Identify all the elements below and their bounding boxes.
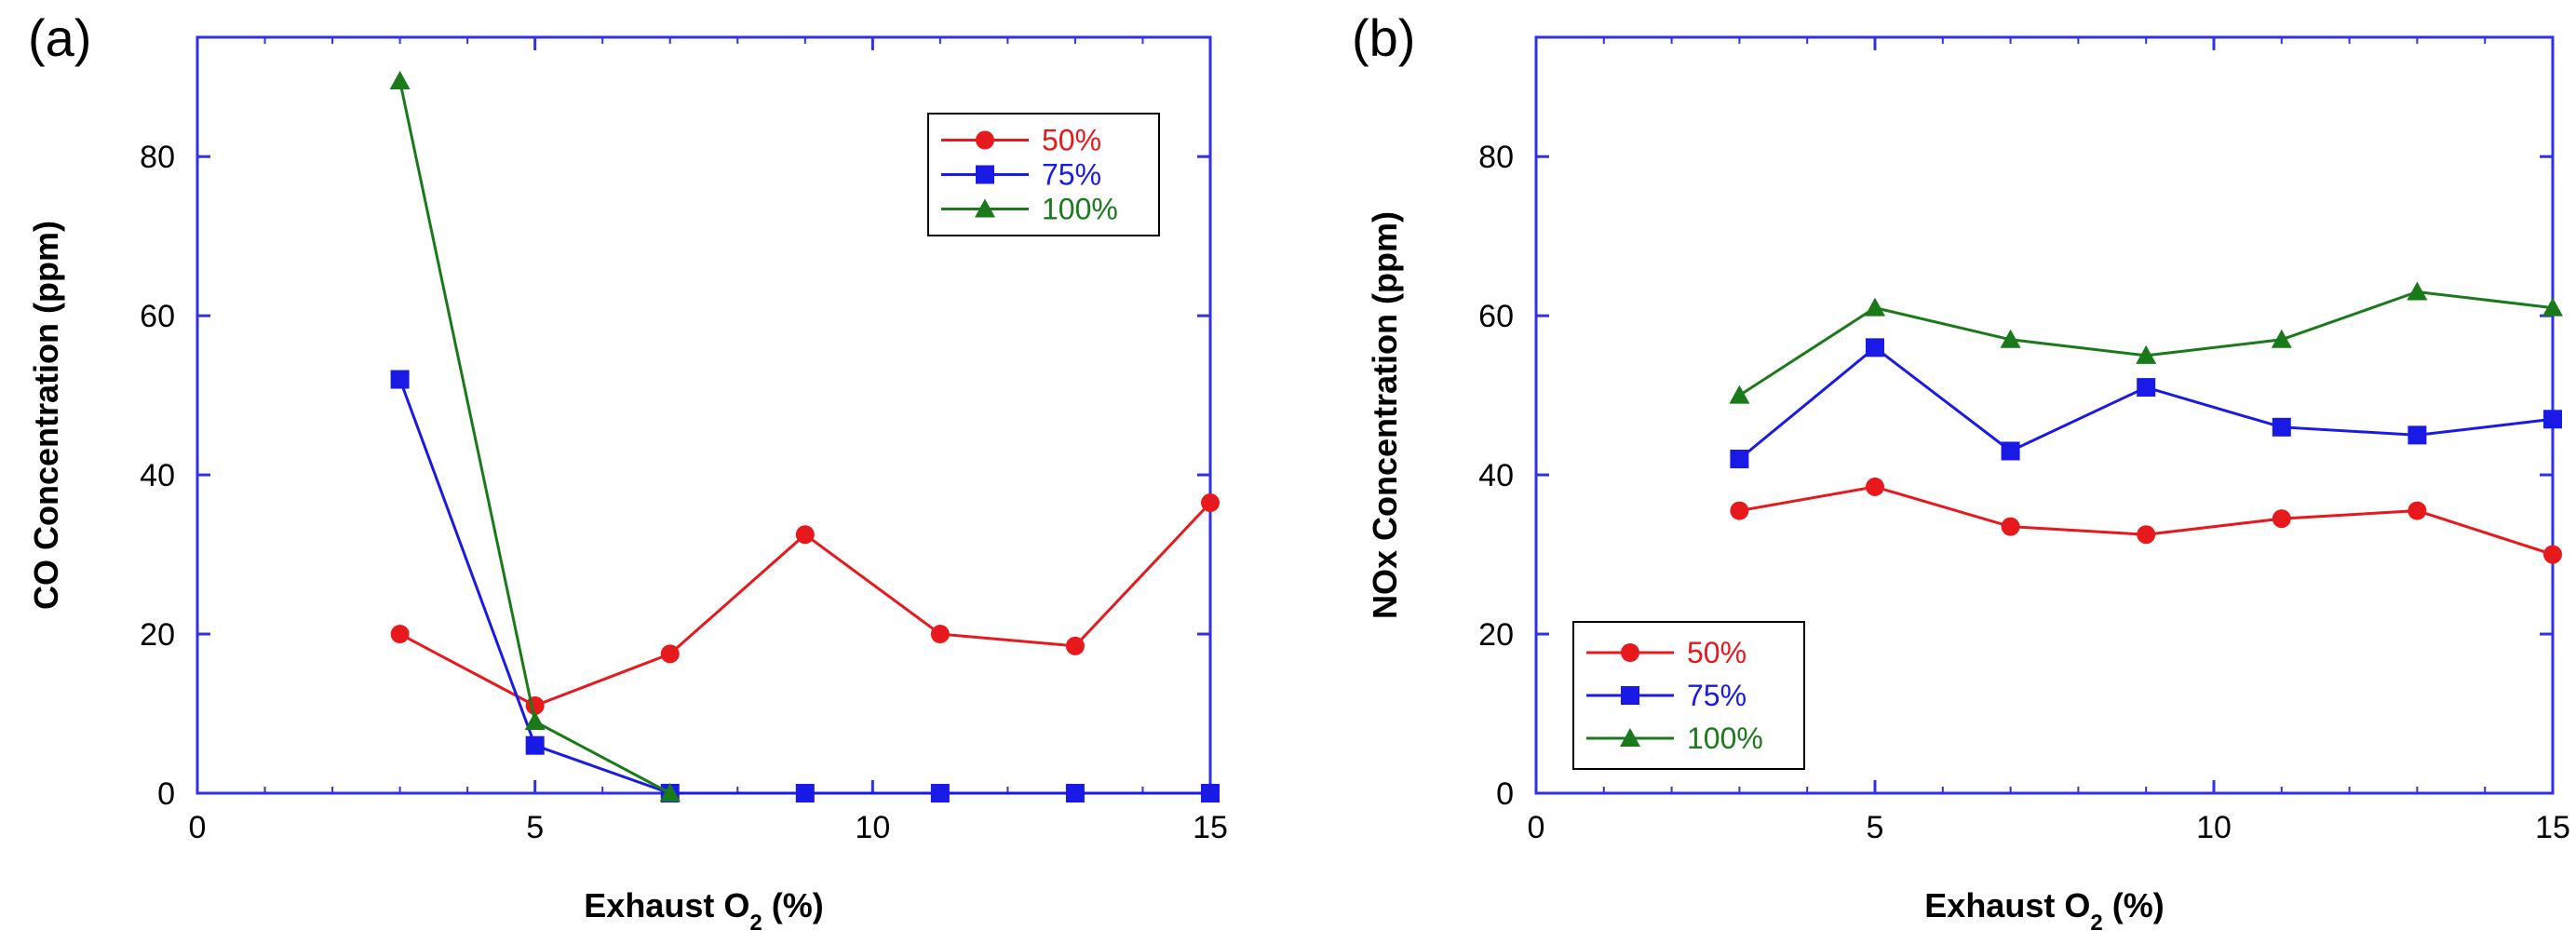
legend-label: 100% bbox=[1687, 721, 1763, 755]
data-point bbox=[390, 370, 410, 389]
legend-label: 75% bbox=[1687, 679, 1747, 712]
y-tick-label: 60 bbox=[140, 299, 175, 334]
legend-swatch-marker bbox=[976, 165, 994, 184]
y-tick-label: 0 bbox=[1496, 776, 1514, 812]
data-point bbox=[1730, 450, 1749, 469]
data-point bbox=[2137, 378, 2156, 398]
y-tick-label: 20 bbox=[140, 617, 175, 653]
data-point bbox=[389, 71, 411, 90]
legend-label: 50% bbox=[1042, 124, 1101, 157]
series-75pct bbox=[390, 370, 1220, 802]
x-tick-label: 5 bbox=[526, 810, 544, 845]
panel-label: (b) bbox=[1352, 8, 1415, 67]
data-point bbox=[2543, 545, 2562, 564]
data-point bbox=[2000, 329, 2021, 348]
series-100pct bbox=[389, 71, 681, 802]
x-tick-label: 5 bbox=[1867, 810, 1884, 845]
x-tick-label: 0 bbox=[189, 810, 207, 845]
series-50pct bbox=[1730, 477, 2562, 564]
x-tick-label: 15 bbox=[1193, 810, 1228, 845]
data-point bbox=[659, 783, 681, 802]
series-line bbox=[398, 379, 1210, 795]
legend-label: 100% bbox=[1042, 193, 1118, 226]
data-point bbox=[1865, 297, 1885, 317]
data-point bbox=[2543, 410, 2562, 429]
x-tick-label: 0 bbox=[1528, 810, 1545, 845]
legend-label: 50% bbox=[1687, 636, 1747, 669]
x-axis-title: Exhaust O2 (%) bbox=[584, 886, 823, 936]
panel-label: (a) bbox=[28, 8, 91, 67]
x-axis-title: Exhaust O2 (%) bbox=[1924, 886, 2164, 936]
data-point bbox=[2136, 344, 2157, 364]
legend-swatch-marker bbox=[1621, 643, 1639, 662]
series-line bbox=[398, 80, 671, 795]
y-tick-label: 80 bbox=[140, 140, 175, 175]
y-tick-label: 60 bbox=[1478, 299, 1514, 334]
data-point bbox=[524, 711, 546, 731]
data-point bbox=[2542, 297, 2563, 317]
data-point bbox=[930, 784, 950, 802]
legend: 50%75%100% bbox=[927, 113, 1160, 236]
data-point bbox=[2001, 441, 2020, 461]
legend-swatch-marker bbox=[1621, 686, 1639, 705]
data-point bbox=[2407, 501, 2427, 520]
legend: 50% 75% 100% bbox=[1572, 621, 1805, 770]
y-axis-title: CO Concentration (ppm) bbox=[27, 221, 65, 610]
data-point bbox=[1866, 338, 1884, 357]
data-point bbox=[525, 735, 545, 755]
data-point bbox=[1065, 636, 1085, 655]
data-point bbox=[1729, 384, 1750, 404]
series-75pct bbox=[1730, 338, 2562, 469]
data-point bbox=[2272, 417, 2291, 437]
data-point bbox=[1065, 784, 1085, 802]
chart-panel-a: (a) 0 20 40 60 80 0 5 10 15 CO Concentration (ppm)… bbox=[27, 8, 1228, 936]
series-line bbox=[1739, 485, 2554, 557]
data-point bbox=[390, 625, 410, 644]
data-point bbox=[1201, 784, 1220, 802]
data-point bbox=[1866, 477, 1884, 496]
x-tick-label: 10 bbox=[2196, 810, 2232, 845]
series-line bbox=[1738, 345, 2554, 461]
x-tick-label: 10 bbox=[855, 810, 890, 845]
data-point bbox=[795, 525, 815, 545]
legend-swatch-marker bbox=[1620, 728, 1640, 747]
chart-panel-b: (b) 0 20 40 60 80 0 5 10 15 NOx Concentration (ppm… bbox=[1352, 8, 2570, 936]
data-point bbox=[2407, 281, 2428, 301]
data-point bbox=[2137, 525, 2156, 545]
data-point bbox=[1201, 493, 1220, 513]
y-axis-title: NOx Concentration (ppm) bbox=[1366, 211, 1404, 619]
y-tick-label: 0 bbox=[157, 776, 175, 812]
y-tick-label: 80 bbox=[1478, 140, 1514, 175]
x-tick-label: 15 bbox=[2535, 810, 2570, 845]
legend-swatch-marker bbox=[975, 198, 995, 218]
data-point bbox=[930, 625, 950, 644]
data-point bbox=[2407, 425, 2427, 445]
data-point bbox=[2272, 509, 2291, 529]
y-tick-label: 40 bbox=[140, 458, 175, 493]
data-point bbox=[660, 644, 680, 664]
data-point bbox=[1730, 501, 1749, 520]
data-point bbox=[795, 784, 815, 802]
y-tick-label: 20 bbox=[1478, 617, 1514, 653]
legend-swatch-marker bbox=[976, 130, 994, 150]
data-point bbox=[2001, 517, 2020, 536]
legend-label: 75% bbox=[1042, 158, 1101, 192]
series-50pct bbox=[390, 493, 1220, 715]
series-100pct bbox=[1729, 281, 2563, 404]
y-tick-label: 40 bbox=[1478, 458, 1514, 493]
data-point bbox=[2271, 329, 2292, 348]
